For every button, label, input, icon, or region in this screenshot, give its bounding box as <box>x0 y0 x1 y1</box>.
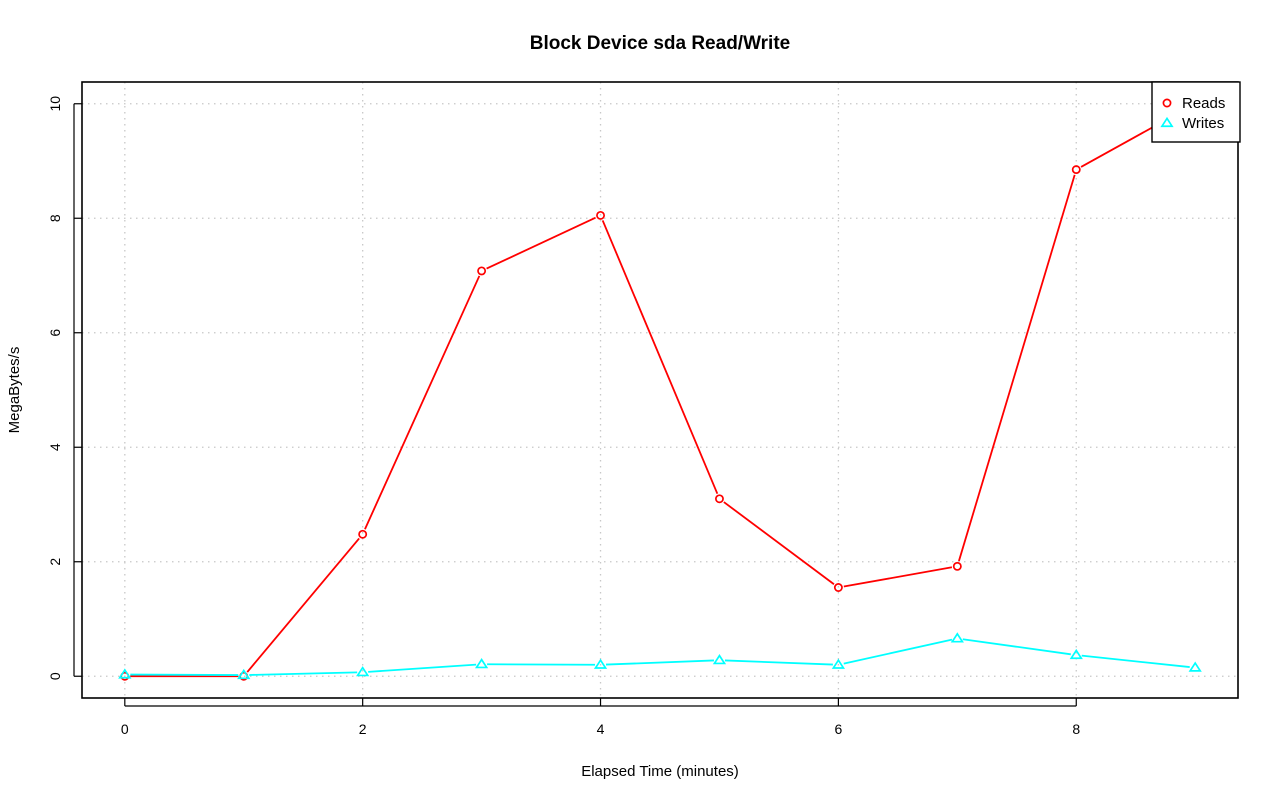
series-writes-segment <box>1081 654 1190 668</box>
x-tick-label: 8 <box>1072 721 1080 737</box>
series-reads-segment <box>723 501 835 585</box>
y-tick-label: 2 <box>47 558 63 566</box>
series-reads-segment <box>958 174 1076 562</box>
series-reads-point <box>596 210 605 220</box>
series-writes-segment <box>487 663 596 666</box>
series-reads-point <box>477 266 487 276</box>
x-tick-label: 6 <box>834 721 842 737</box>
legend-box <box>1151 81 1241 143</box>
grid <box>82 82 1238 698</box>
series-writes-point <box>593 658 608 669</box>
series-reads-point <box>1071 165 1081 175</box>
series-reads-point <box>715 494 724 504</box>
series-writes-point <box>831 658 846 669</box>
series-writes-segment <box>605 659 715 666</box>
series-writes-point <box>950 632 964 643</box>
legend-marker-reads <box>1162 98 1172 108</box>
series-reads-segment <box>364 275 481 530</box>
series-reads-segment <box>486 216 596 270</box>
series-writes-point <box>237 668 251 680</box>
x-tick-label: 4 <box>597 721 605 737</box>
series-reads-segment <box>843 566 953 588</box>
y-tick-label: 8 <box>47 214 63 222</box>
series-writes-segment <box>249 671 358 676</box>
series-writes-segment <box>130 673 239 676</box>
chart-title: Block Device sda Read/Write <box>530 33 790 54</box>
series-reads-segment <box>601 220 719 495</box>
x-axis-label: Elapsed Time (minutes) <box>581 763 739 780</box>
plot-frame <box>81 81 1239 699</box>
series-reads-point <box>952 561 962 571</box>
y-tick-label: 10 <box>47 96 63 112</box>
legend: Reads Writes <box>1151 81 1241 143</box>
x-axis: 0 2 4 6 8 <box>121 698 1080 737</box>
legend-marker-writes <box>1160 116 1174 128</box>
series-reads-segment <box>246 537 360 673</box>
series-writes-point <box>356 666 370 677</box>
y-tick-label: 6 <box>47 329 63 337</box>
x-tick-label: 2 <box>359 721 367 737</box>
series-writes-segment <box>962 638 1071 656</box>
legend-label-reads: Reads <box>1182 95 1225 112</box>
y-tick-label: 4 <box>47 443 63 451</box>
series-reads-point <box>358 529 368 539</box>
y-axis: 0 2 4 6 8 10 <box>47 96 82 680</box>
y-axis-label: MegaBytes/s <box>6 347 23 434</box>
x-tick-label: 0 <box>121 721 129 737</box>
legend-label-writes: Writes <box>1182 115 1224 132</box>
series-reads-point <box>833 583 843 592</box>
y-tick-label: 0 <box>47 672 63 680</box>
series-writes-segment <box>368 663 477 673</box>
series-writes-point <box>712 654 727 665</box>
series-writes-point <box>118 668 132 679</box>
series-writes-segment <box>843 638 953 665</box>
series-writes-point <box>1069 648 1083 660</box>
series-writes-point <box>1188 661 1202 672</box>
series-writes-point <box>474 658 489 669</box>
series-writes <box>118 632 1202 680</box>
series-writes-segment <box>724 659 833 666</box>
